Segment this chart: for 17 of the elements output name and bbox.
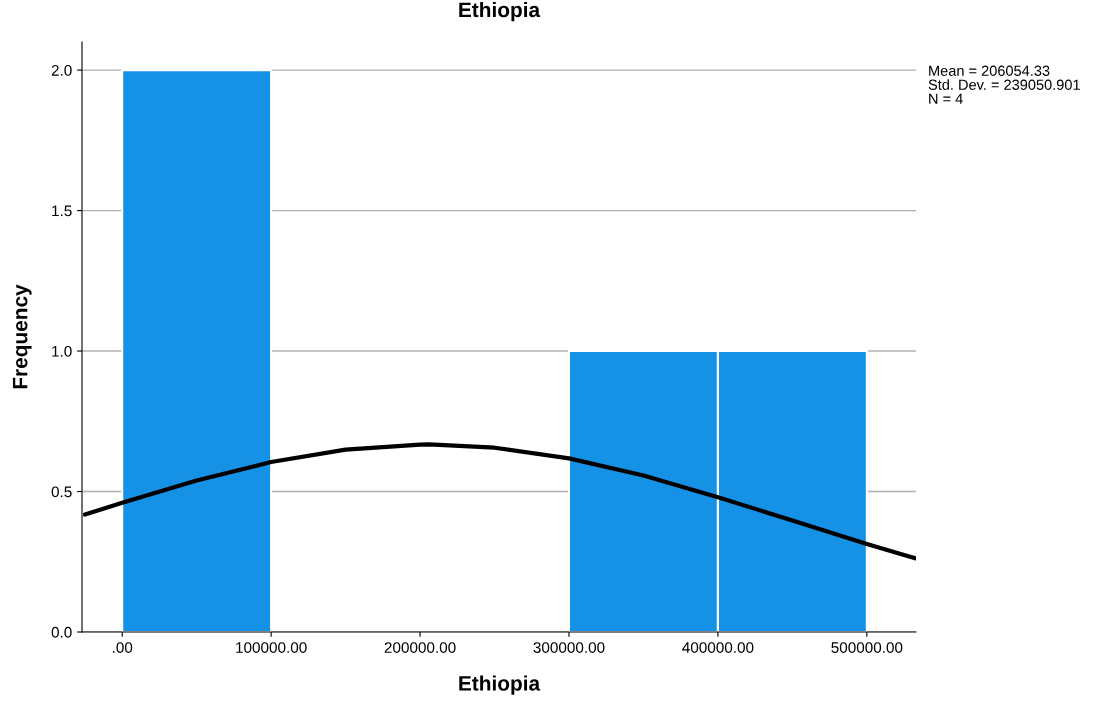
y-tick-label: 0.0 bbox=[51, 626, 72, 638]
x-tick-label: 200000.00 bbox=[384, 642, 456, 653]
y-tick-label: 1.5 bbox=[52, 205, 72, 217]
text: Std. Dev. = 239050.901 bbox=[928, 79, 1080, 90]
y-tick-label: 1.0 bbox=[52, 345, 72, 357]
text: N = 4 bbox=[929, 93, 963, 104]
x-tick-label: 500000.00 bbox=[831, 642, 903, 653]
x-tick-label: 100000.00 bbox=[236, 642, 307, 653]
y-axis-title: Frequency bbox=[12, 284, 32, 389]
x-tick-label: 400000.00 bbox=[682, 642, 754, 653]
chart-title: Ethiopia bbox=[459, 1, 541, 22]
x-tick-label: 300000.00 bbox=[533, 642, 605, 653]
y-tick-label: 2.0 bbox=[51, 64, 72, 76]
text: Mean = 206054.33 bbox=[929, 65, 1050, 76]
x-axis-title: Ethiopia bbox=[459, 675, 541, 695]
x-tick-label: .00 bbox=[112, 642, 133, 653]
y-tick-label: 0.5 bbox=[51, 486, 72, 498]
